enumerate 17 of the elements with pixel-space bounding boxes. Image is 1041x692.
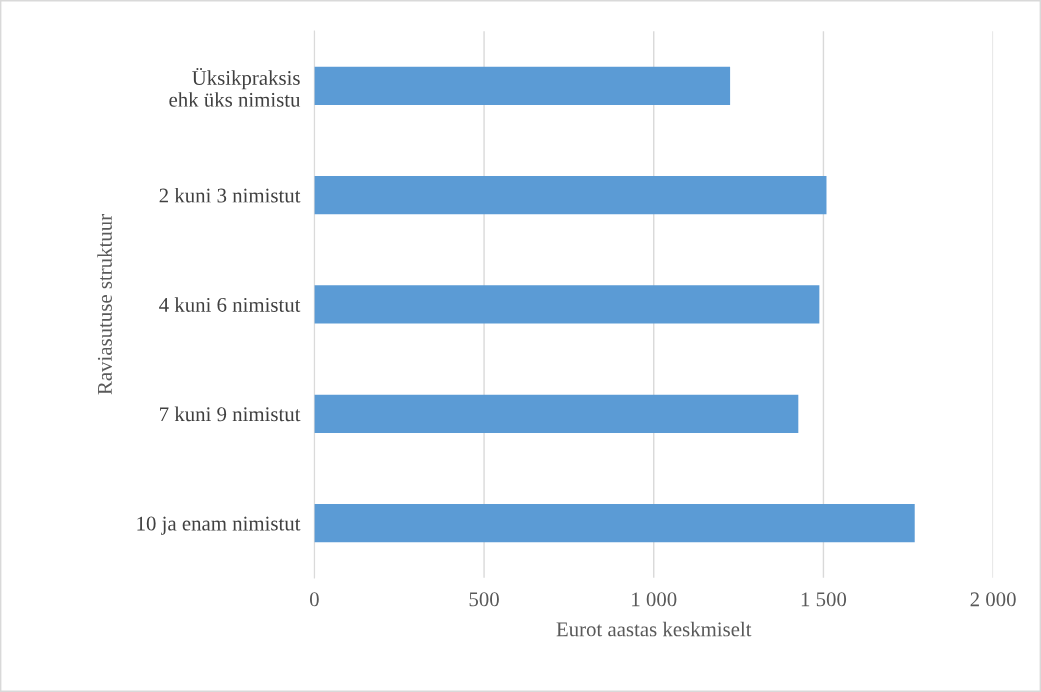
y-tick-label: 10 ja enam nimistut bbox=[137, 516, 301, 535]
bar bbox=[314, 285, 820, 324]
x-tick-label: 500 bbox=[469, 592, 499, 607]
bar bbox=[314, 394, 799, 433]
y-axis-title: Raviasutuse struktuur bbox=[97, 214, 112, 395]
x-tick-label: 2 000 bbox=[970, 592, 1016, 607]
x-tick-label: 1 000 bbox=[632, 592, 677, 607]
x-axis-title: Eurot aastas keskmiselt bbox=[556, 621, 752, 637]
bar bbox=[314, 66, 731, 105]
x-tick-label: 1 500 bbox=[801, 592, 847, 607]
y-tick-label: 7 kuni 9 nimistut bbox=[160, 406, 301, 422]
bar bbox=[314, 176, 827, 215]
bar bbox=[314, 504, 915, 543]
x-tick-label: 0 bbox=[309, 592, 319, 607]
y-tick-label: 4 kuni 6 nimistut bbox=[159, 297, 301, 312]
y-tick-label: Üksikpraksis ehk üks nimistu bbox=[169, 67, 301, 107]
y-tick-label: 2 kuni 3 nimistut bbox=[159, 187, 301, 203]
